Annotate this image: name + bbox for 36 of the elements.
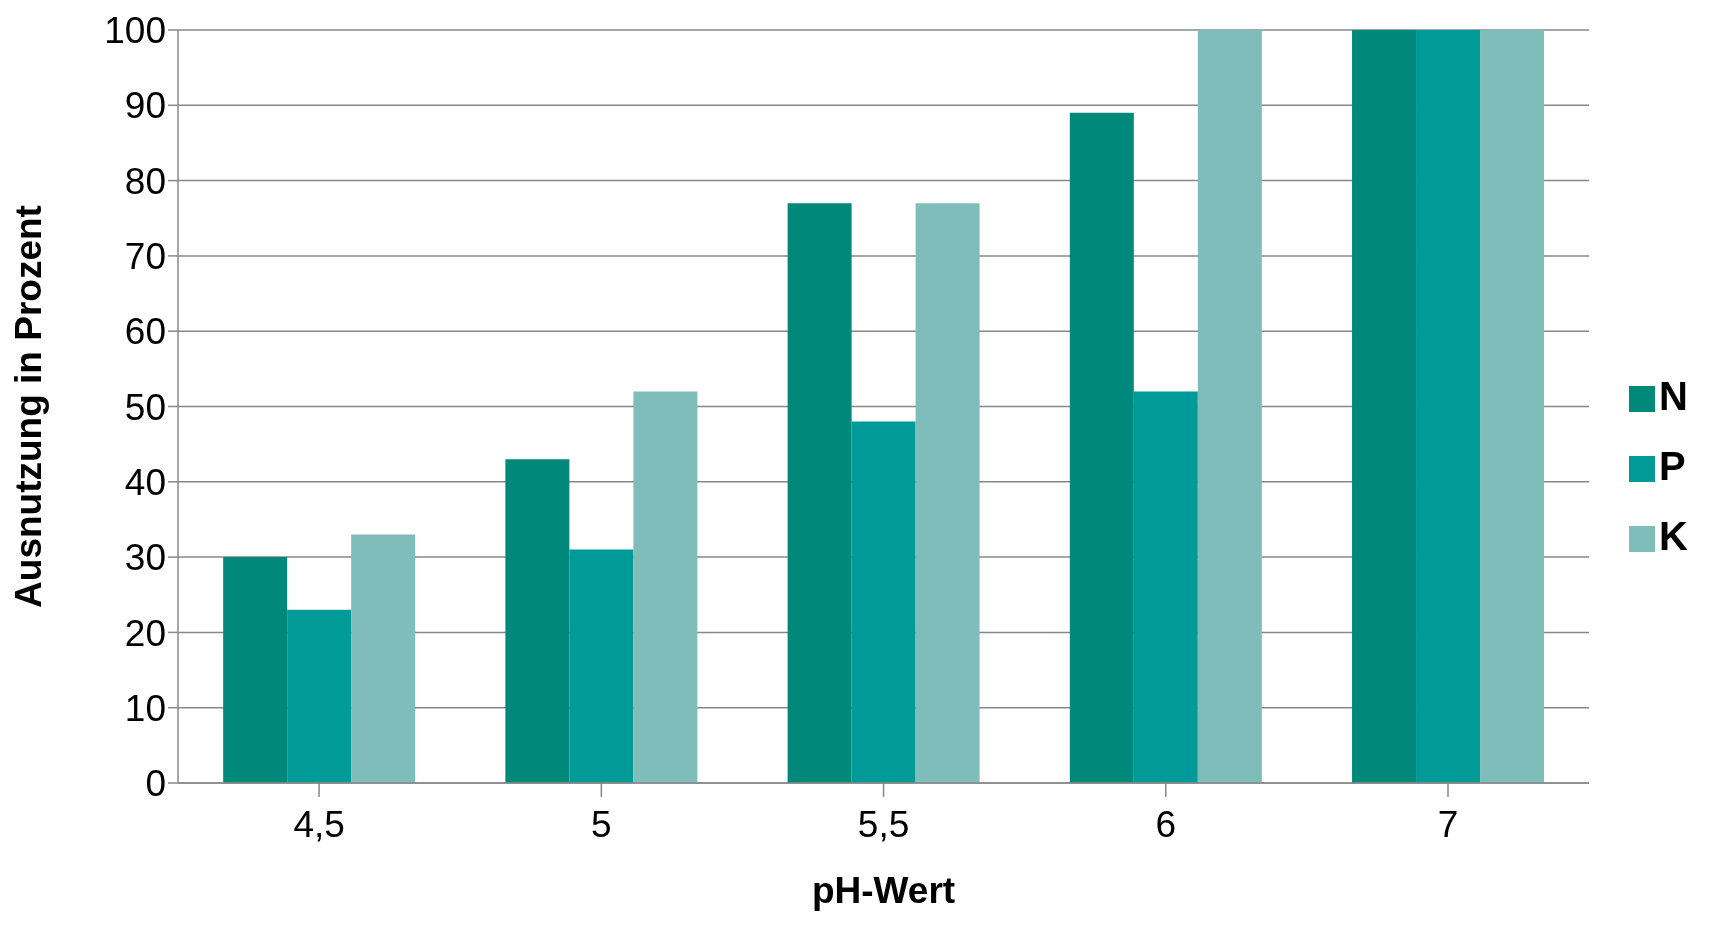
bar [287, 609, 352, 783]
y-tick-label: 100 [104, 10, 166, 52]
bar [1416, 30, 1481, 783]
bar [915, 203, 980, 783]
bar [1352, 30, 1417, 783]
y-tick-label: 20 [124, 612, 166, 654]
x-tick-label: 5,5 [857, 804, 910, 846]
bar [1480, 30, 1545, 783]
bar [633, 391, 698, 783]
y-tick-label: 10 [124, 687, 166, 729]
x-tick-label: 6 [1155, 804, 1177, 846]
y-tick-label: 50 [124, 386, 166, 428]
bar [505, 459, 570, 783]
y-axis-title: Ausnutzung in Prozent [8, 205, 50, 608]
legend-label: P [1659, 443, 1686, 488]
y-tick-label: 0 [145, 763, 166, 805]
x-axis-title: pH-Wert [811, 870, 956, 911]
bar [223, 557, 288, 783]
legend-label: N [1659, 373, 1688, 418]
x-tick-label: 4,5 [293, 804, 345, 846]
bar [569, 549, 634, 783]
y-tick-label: 90 [124, 85, 166, 127]
bar [1197, 30, 1262, 783]
x-tick-label: 5 [591, 804, 612, 846]
y-tick-label: 70 [124, 236, 166, 278]
bar [351, 534, 416, 783]
y-tick-label: 80 [124, 160, 166, 202]
y-tick-label: 30 [124, 537, 166, 579]
y-tick-label: 40 [124, 461, 166, 503]
legend-label: K [1659, 513, 1688, 558]
x-tick-label: 7 [1437, 804, 1459, 846]
bar [1133, 391, 1198, 783]
bar [787, 203, 852, 783]
bar [851, 421, 916, 783]
y-tick-label: 60 [124, 311, 166, 353]
bar [1069, 112, 1134, 783]
